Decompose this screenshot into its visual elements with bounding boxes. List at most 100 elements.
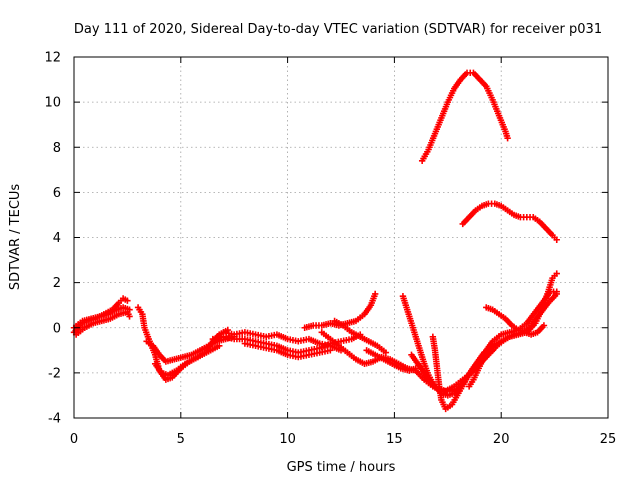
data-point-fill — [477, 360, 485, 368]
data-point-fill — [493, 309, 501, 316]
data-point-fill — [249, 330, 257, 338]
data-point-fill — [378, 355, 385, 362]
data-point-fill — [292, 353, 299, 360]
data-series — [418, 69, 511, 164]
data-point-fill — [488, 94, 495, 101]
axis-ticks: 0 5 10 15 20 25 -4 -2 0 2 4 6 8 10 12 — [44, 51, 616, 448]
data-point-fill — [426, 376, 433, 384]
data-point-fill — [366, 303, 373, 311]
data-point-fill — [448, 390, 456, 398]
x-tick-label: 0 — [70, 432, 78, 447]
data-point-fill — [526, 213, 534, 221]
data-point-fill — [125, 311, 132, 318]
x-tick-label: 10 — [279, 432, 296, 447]
data-point-fill — [495, 201, 503, 209]
data-point-fill — [487, 348, 494, 356]
data-point-fill — [122, 309, 129, 316]
data-point-fill — [104, 316, 112, 323]
data-point-fill — [371, 292, 378, 300]
data-point-fill — [324, 342, 331, 349]
data-point-fill — [179, 362, 187, 369]
data-point-fill — [504, 334, 511, 342]
data-series — [241, 340, 334, 361]
data-point-fill — [437, 116, 444, 124]
data-point-fill — [395, 364, 402, 371]
data-point-fill — [430, 132, 438, 140]
data-point-fill — [488, 200, 495, 207]
data-point-fill — [420, 358, 427, 365]
data-series — [459, 200, 560, 243]
data-point-fill — [413, 358, 420, 366]
data-point-fill — [79, 326, 86, 333]
data-point-fill — [239, 329, 246, 337]
data-point-fill — [171, 368, 178, 375]
data-point-fill — [345, 336, 353, 343]
data-point-fill — [260, 344, 267, 351]
data-point-fill — [282, 334, 289, 342]
data-point-fill — [196, 352, 204, 360]
data-point-fill — [453, 392, 461, 399]
data-point-fill — [476, 204, 484, 211]
data-point-fill — [203, 343, 210, 351]
data-point-fill — [333, 340, 340, 348]
data-point-fill — [161, 374, 168, 382]
data-point-fill — [122, 296, 129, 303]
data-point-fill — [96, 318, 103, 325]
data-point-fill — [144, 333, 152, 340]
data-point-fill — [314, 339, 321, 346]
chart-title: Day 111 of 2020, Sidereal Day-to-day VTE… — [74, 22, 602, 37]
data-point-fill — [539, 323, 546, 331]
data-point-fill — [467, 69, 474, 76]
data-point-fill — [205, 348, 212, 355]
data-point-fill — [530, 321, 537, 329]
data-point-fill — [541, 223, 548, 230]
data-point-fill — [407, 317, 414, 325]
data-point-fill — [386, 359, 394, 366]
data-point-fill — [324, 334, 332, 341]
data-point-fill — [512, 325, 520, 332]
data-point-fill — [464, 215, 471, 223]
data-point-fill — [437, 394, 445, 401]
data-point-fill — [481, 353, 489, 361]
data-point-fill — [87, 321, 95, 328]
x-tick-label: 25 — [600, 432, 617, 447]
y-tick-label: 8 — [53, 141, 61, 156]
data-point-fill — [313, 349, 321, 357]
data-point-fill — [530, 310, 538, 318]
data-point-fill — [501, 126, 508, 133]
data-point-fill — [217, 334, 225, 341]
data-point-fill — [448, 384, 456, 391]
data-point-fill — [462, 71, 469, 78]
data-point-fill — [548, 277, 555, 284]
data-point-fill — [154, 349, 162, 357]
data-series — [363, 347, 419, 374]
data-series — [72, 308, 133, 338]
data-series — [483, 304, 548, 338]
data-point-fill — [551, 234, 558, 241]
data-point-fill — [416, 344, 423, 352]
data-point-fill — [507, 320, 514, 328]
data-point-fill — [460, 380, 467, 388]
data-point-fill — [519, 328, 526, 335]
data-point-fill — [303, 352, 310, 359]
data-point-fill — [260, 333, 267, 340]
data-point-fill — [228, 330, 235, 338]
x-axis-label: GPS time / hours — [287, 460, 396, 475]
data-point-fill — [354, 332, 362, 339]
data-series — [429, 270, 560, 413]
y-tick-label: 4 — [53, 231, 61, 246]
data-series — [151, 342, 223, 379]
data-point-fill — [502, 205, 509, 213]
data-point-fill — [547, 230, 555, 237]
data-point-fill — [346, 327, 353, 334]
data-series — [220, 329, 345, 354]
data-point-fill — [419, 374, 426, 382]
data-point-fill — [213, 343, 221, 351]
data-point-fill — [239, 335, 246, 343]
data-point-fill — [369, 350, 377, 357]
data-point-fill — [487, 305, 494, 313]
y-tick-label: -2 — [48, 366, 61, 381]
data-point-fill — [117, 297, 125, 304]
data-point-fill — [147, 341, 155, 348]
